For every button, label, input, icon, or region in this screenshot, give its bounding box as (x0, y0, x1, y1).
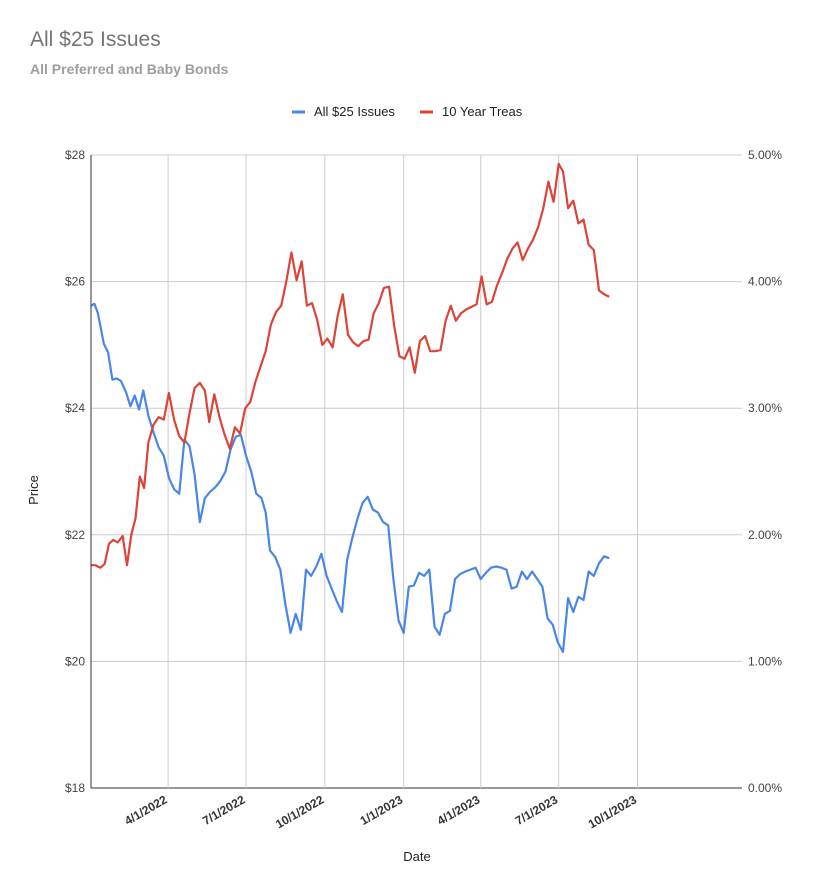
y-axis-label: Price (26, 475, 41, 505)
legend-label: All $25 Issues (314, 104, 395, 119)
x-tick-label: 4/1/2023 (435, 792, 483, 828)
y-tick-label-left: $20 (65, 654, 85, 668)
gridlines (91, 154, 742, 789)
y-tick-label-left: $24 (65, 401, 85, 415)
x-tick-label: 4/1/2022 (122, 792, 170, 828)
legend: All $25 Issues 10 Year Treas (292, 104, 523, 119)
series-line-10-year-treas (91, 162, 610, 569)
x-tick-label: 10/1/2023 (586, 792, 640, 831)
axes: $18 0.00% $20 1.00% $22 2.00% $24 3.00% $26 4.00%… (65, 148, 782, 831)
y-tick-label-right: 3.00% (748, 401, 782, 415)
x-tick-label: 7/1/2022 (200, 792, 248, 828)
y-tick-label-right: 2.00% (748, 528, 782, 542)
y-tick-label-right: 4.00% (748, 275, 782, 289)
x-axis-label: Date (403, 849, 430, 864)
y-tick-label-right: 5.00% (748, 148, 782, 162)
series-lines (90, 162, 610, 653)
legend-label: 10 Year Treas (442, 104, 523, 119)
y-tick-label-left: $22 (65, 528, 85, 542)
y-tick-label-left: $18 (65, 781, 85, 795)
chart-title: All $25 Issues (30, 28, 161, 51)
y-tick-label-left: $28 (65, 148, 85, 162)
y-tick-label-right: 0.00% (748, 781, 782, 795)
x-tick-label: 10/1/2022 (273, 792, 327, 831)
x-tick-label: 7/1/2023 (513, 792, 561, 828)
y-tick-label-right: 1.00% (748, 654, 782, 668)
series-line-all-25-issues (90, 302, 610, 653)
y-tick-label-left: $26 (65, 275, 85, 289)
chart-subtitle: All Preferred and Baby Bonds (30, 61, 229, 77)
x-tick-label: 1/1/2023 (358, 792, 406, 828)
